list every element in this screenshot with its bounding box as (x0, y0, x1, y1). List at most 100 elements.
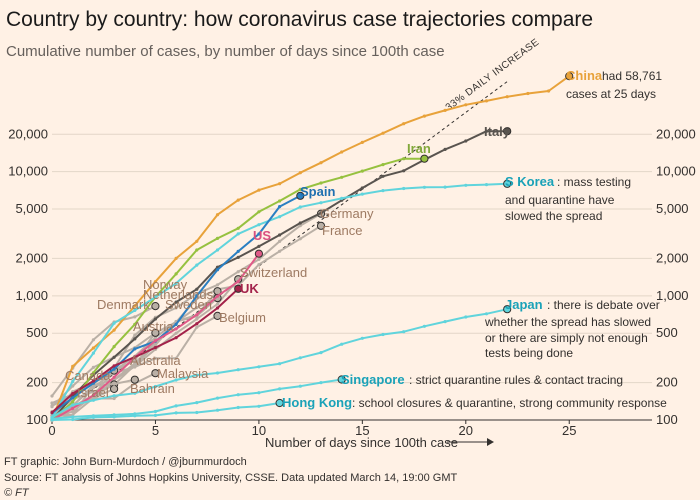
point-uk-3 (112, 364, 116, 368)
point-s-korea-21 (484, 183, 489, 187)
point-china-22 (505, 95, 509, 99)
point-italy-13 (319, 211, 323, 215)
point-spain-12 (296, 191, 305, 200)
point-us-9 (236, 280, 240, 284)
point-s-korea-16 (381, 189, 385, 193)
label-denmark: Denmark (97, 297, 150, 312)
series-s-korea (50, 179, 512, 420)
y-tick-left-100: 100 (26, 412, 48, 427)
annotation-china-1: cases at 25 days (566, 87, 656, 101)
point-singapore-11 (278, 387, 282, 391)
point-china-14 (340, 150, 344, 154)
point-italy-20 (464, 139, 468, 143)
point-hong-kong-2 (91, 415, 95, 419)
point-france-11 (278, 249, 282, 253)
point-japan-13 (319, 351, 323, 355)
point-iran-17 (402, 157, 406, 161)
label-france: France (322, 223, 362, 238)
point-germany-6 (174, 306, 178, 310)
point-italy-22 (503, 127, 512, 136)
point-china-12 (298, 171, 302, 175)
point-denmark-5 (151, 302, 160, 311)
point-s-korea-8 (215, 248, 220, 252)
point-china-23 (526, 91, 530, 96)
point-uk-1 (71, 392, 75, 396)
point-s-korea-9 (236, 232, 240, 236)
point-uk-5 (153, 346, 157, 350)
point-malaysia-5 (151, 369, 160, 378)
label-spain: Spain (300, 184, 335, 199)
point-singapore-12 (298, 384, 302, 388)
point-uk-6 (174, 336, 178, 340)
point-s-korea-22 (503, 179, 512, 188)
point-hong-kong-0 (50, 418, 54, 422)
point-s-korea-14 (340, 196, 344, 200)
point-germany-4 (133, 333, 137, 337)
point-japan-9 (236, 368, 240, 372)
point-spain-9 (236, 249, 240, 253)
label-norway: Norway (143, 277, 188, 292)
label-sweden: Sweden (165, 297, 212, 312)
point-iran-15 (360, 169, 364, 173)
point-iran-8 (215, 236, 220, 240)
footer-credit: FT graphic: John Burn-Murdoch / @jburnmu… (4, 456, 247, 468)
label-italy: Italy (484, 124, 511, 139)
point-uk-7 (195, 322, 199, 326)
point-us-6 (174, 327, 178, 331)
x-tick-20: 20 (459, 423, 473, 438)
point-belgium-5 (153, 356, 157, 360)
point-italy-7 (195, 287, 199, 291)
point-china-16 (381, 131, 385, 135)
point-china-6 (174, 256, 178, 260)
chart-title: Country by country: how coronavirus case… (6, 8, 594, 31)
point-bahrain-3 (112, 382, 116, 386)
point-france-13 (316, 221, 326, 230)
point-denmark-0 (50, 394, 54, 398)
point-us-2 (91, 393, 95, 397)
point-s-korea-18 (422, 185, 426, 189)
point-italy-9 (236, 255, 240, 259)
point-s-korea-17 (402, 186, 406, 191)
point-japan-11 (278, 362, 282, 366)
point-france-12 (298, 237, 302, 241)
point-s-korea-10 (257, 223, 261, 227)
series-us (50, 249, 263, 422)
point-china-4 (133, 304, 137, 308)
point-italy-6 (174, 300, 178, 304)
point-s-korea-12 (298, 205, 302, 209)
point-bahrain-4 (130, 375, 139, 384)
point-iran-12 (298, 187, 302, 191)
point-japan-22 (503, 305, 512, 314)
point-singapore-8 (215, 396, 220, 400)
point-israel-3 (110, 384, 119, 393)
point-iran-1 (71, 400, 75, 404)
point-s-korea-11 (278, 215, 282, 219)
label-iran: Iran (407, 141, 431, 156)
annotation-japan-1: whether the spread has slowed (484, 315, 651, 329)
point-germany-9 (236, 270, 240, 274)
point-spain-6 (174, 322, 178, 326)
point-japan-21 (484, 312, 489, 316)
point-s-korea-7 (195, 263, 199, 267)
point-singapore-5 (153, 409, 157, 414)
point-iran-16 (381, 163, 385, 167)
x-axis-arrow-head (487, 438, 494, 446)
line-switzerland (51, 278, 239, 421)
point-iran-4 (133, 322, 137, 326)
point-s-korea-2 (91, 351, 95, 355)
point-netherlands-2 (91, 365, 95, 369)
point-us-10 (254, 249, 263, 258)
label-netherlands: Netherlands (143, 287, 214, 302)
annotation-china-0: had 58,761 (602, 69, 662, 83)
point-china-7 (195, 239, 199, 243)
point-iran-14 (340, 175, 344, 179)
point-china-21 (484, 99, 489, 103)
point-belgium-7 (195, 325, 199, 329)
point-uk-9 (234, 284, 243, 293)
y-tick-left-1000: 1,000 (15, 288, 48, 303)
point-us-8 (215, 294, 220, 298)
point-switzerland-7 (195, 317, 199, 321)
point-china-11 (278, 182, 282, 186)
point-japan-12 (298, 356, 302, 360)
point-us-1 (71, 406, 75, 410)
